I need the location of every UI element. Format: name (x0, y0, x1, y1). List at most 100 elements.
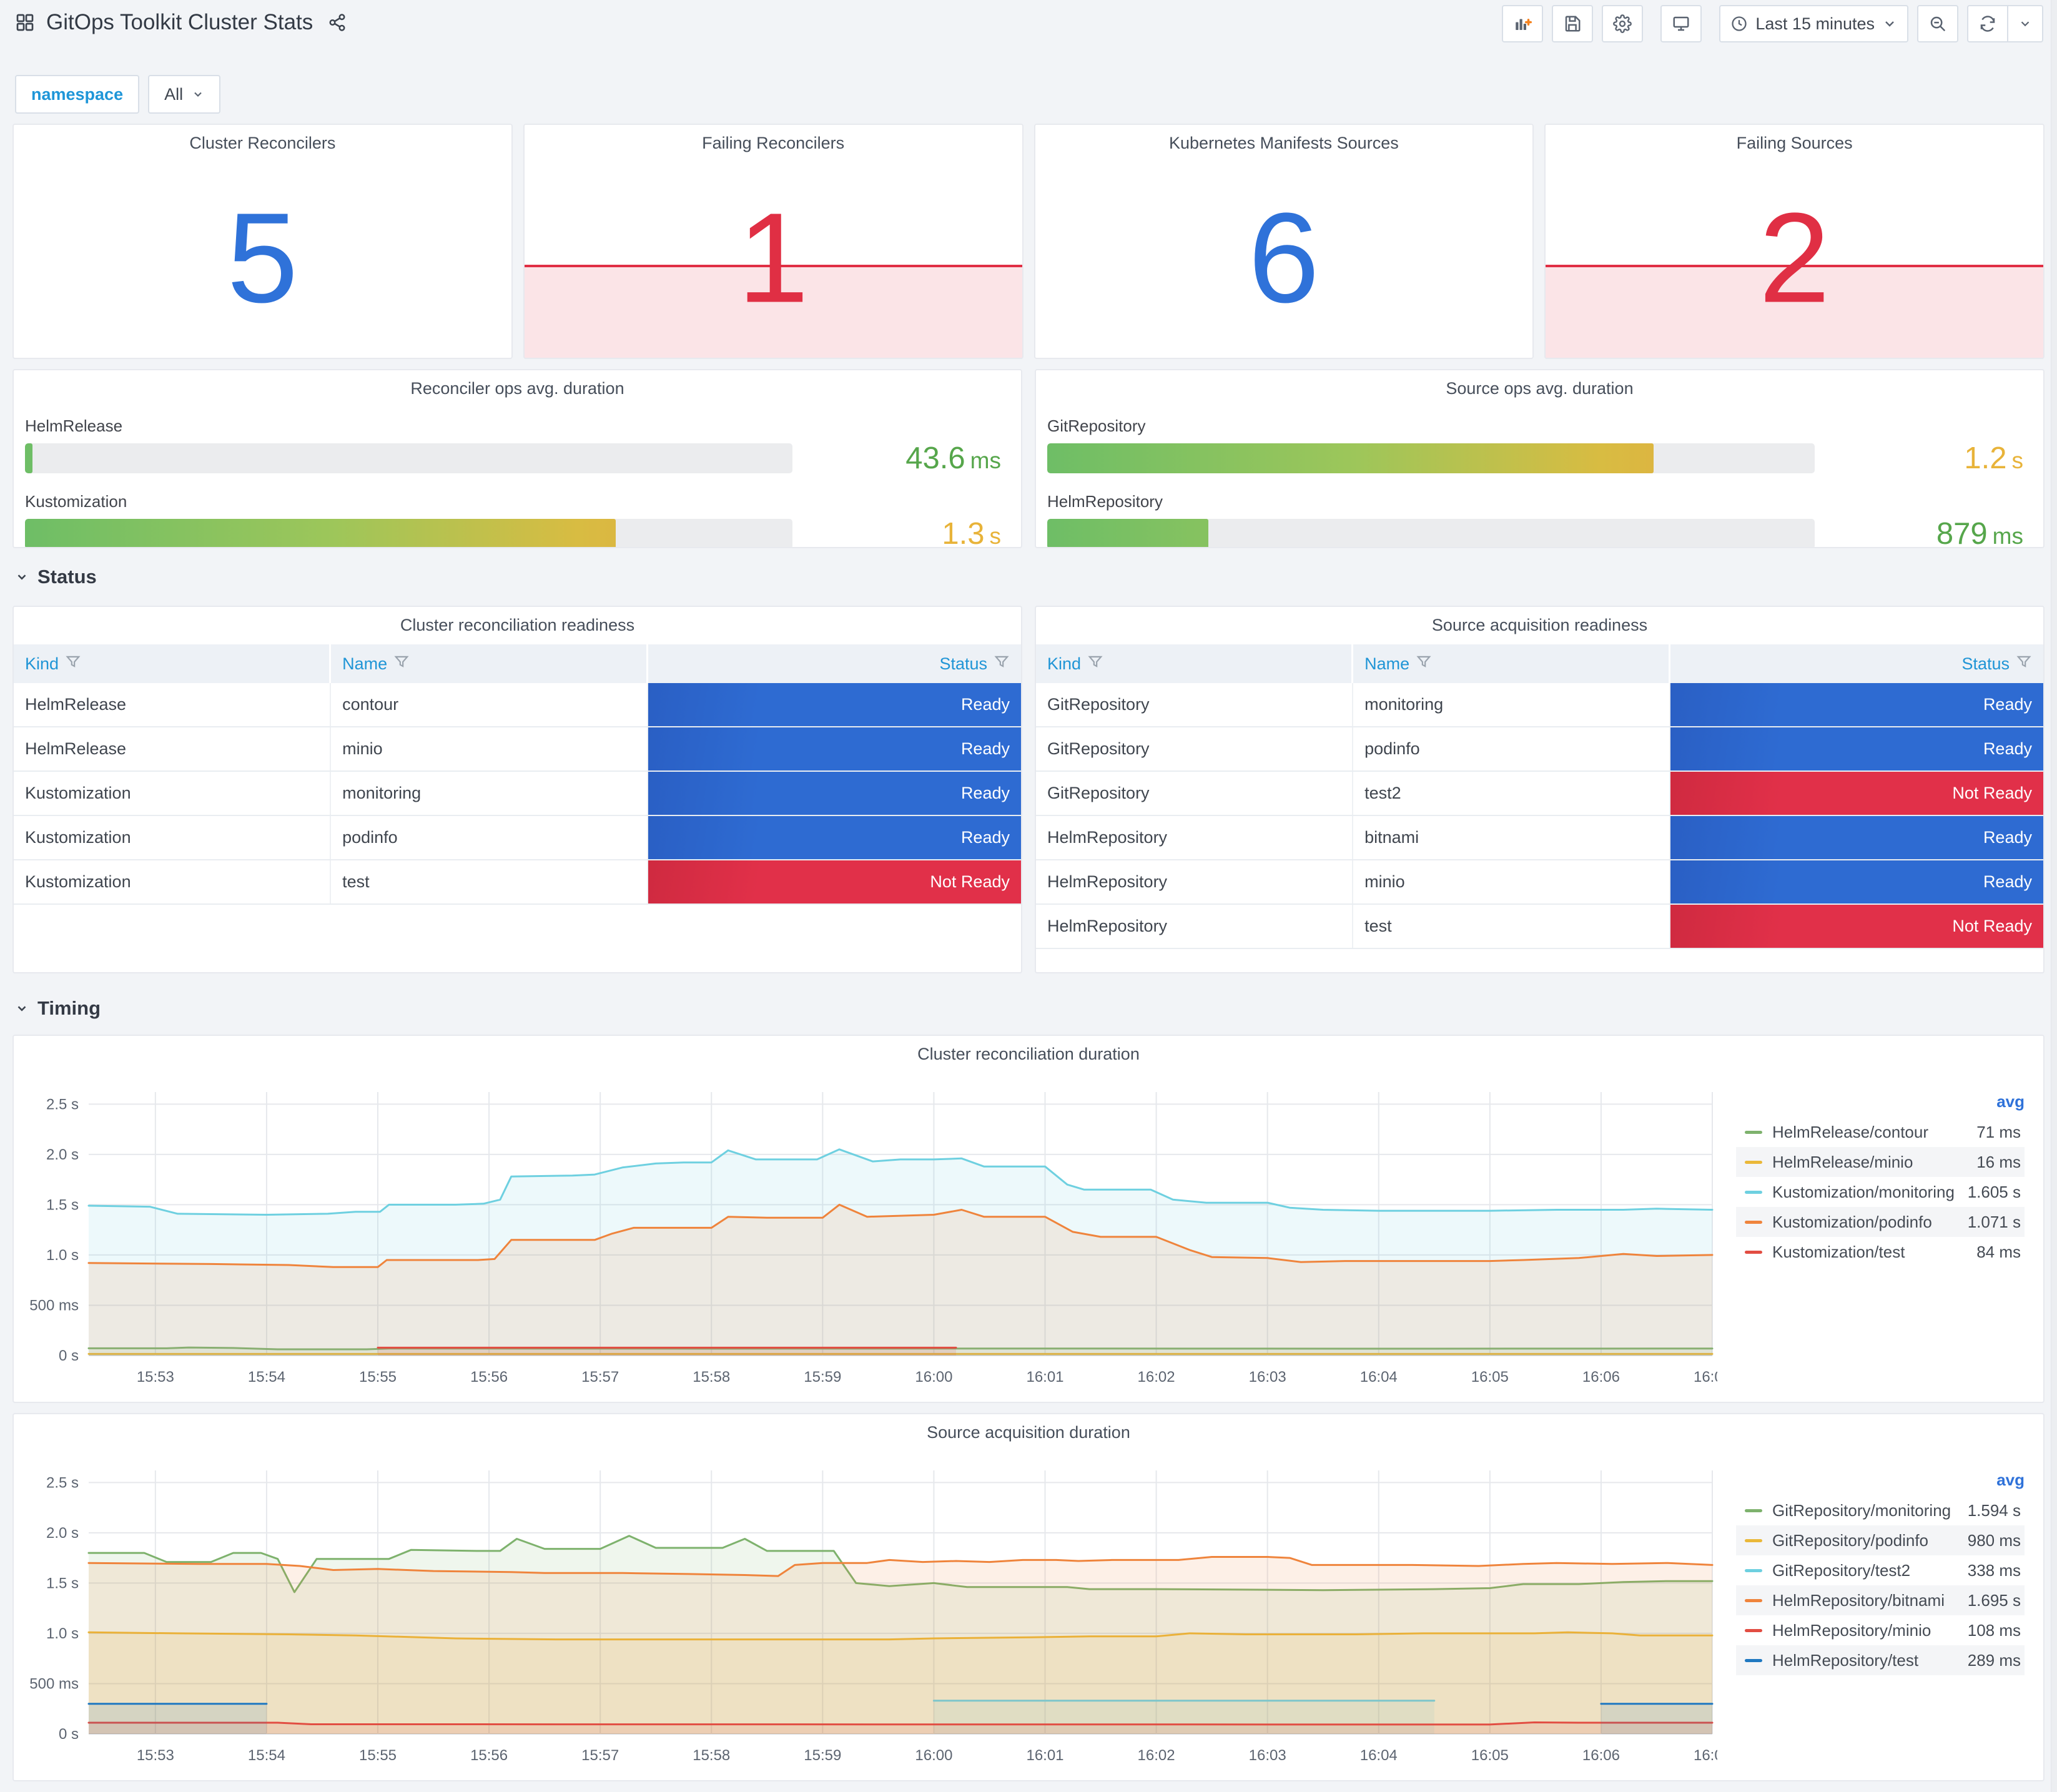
cycle-view-button[interactable] (1660, 5, 1702, 42)
refresh-button[interactable] (1968, 6, 2007, 41)
panel-title[interactable]: Cluster Reconcilers (189, 134, 336, 152)
gauge-label: HelmRepository (1047, 492, 1163, 511)
cell-name: contour (331, 683, 649, 726)
filter-funnel-icon[interactable] (393, 654, 410, 674)
zoom-out-button[interactable] (1917, 5, 1958, 42)
filter-funnel-icon[interactable] (1416, 654, 1432, 674)
time-series-plot[interactable]: 0 s 500 ms 1.0 s 1.5 s 2.0 s 2.5 s 15:53 15:54 1… (19, 1449, 1717, 1773)
legend-swatch-icon (1745, 1250, 1762, 1254)
cell-kind: HelmRelease (14, 683, 332, 726)
cell-status: Ready (648, 727, 1021, 770)
legend-swatch-icon (1745, 1220, 1762, 1224)
svg-text:2.5 s: 2.5 s (46, 1096, 79, 1113)
panel-title[interactable]: Reconciler ops avg. duration (410, 379, 624, 398)
add-panel-button[interactable] (1502, 5, 1544, 42)
cell-kind: Kustomization (14, 816, 332, 859)
legend-series-name: Kustomization/podinfo (1772, 1212, 1932, 1231)
dashboard-header: GitOps Toolkit Cluster Stats (0, 0, 2057, 44)
legend-avg-value: 980 ms (1967, 1530, 2021, 1550)
time-series-plot[interactable]: 0 s 500 ms 1.0 s 1.5 s 2.0 s 2.5 s 15:53 15:54 1… (19, 1071, 1717, 1394)
svg-text:0 s: 0 s (59, 1726, 79, 1743)
clock-icon (1730, 15, 1748, 32)
share-icon[interactable] (328, 13, 347, 32)
dashboard-toolbar: Last 15 minutes (1502, 5, 2043, 42)
filter-funnel-icon[interactable] (1087, 654, 1103, 674)
dashboard-settings-button[interactable] (1602, 5, 1644, 42)
namespace-variable-value[interactable]: All (148, 75, 221, 114)
column-header-status[interactable]: Status (648, 644, 1021, 683)
legend-avg-value: 338 ms (1967, 1560, 2021, 1580)
panel-title[interactable]: Kubernetes Manifests Sources (1169, 134, 1399, 152)
refresh-interval-button[interactable] (2007, 6, 2042, 41)
legend-avg-value: 1.071 s (1967, 1212, 2021, 1231)
panel-title[interactable]: Failing Sources (1736, 134, 1853, 152)
table-row: GitRepository monitoring Ready (1036, 683, 2043, 727)
filter-funnel-icon[interactable] (994, 654, 1010, 674)
cell-name: monitoring (1353, 683, 1671, 726)
legend-item[interactable]: HelmRelease/minio 16 ms (1736, 1147, 2025, 1177)
column-header-kind[interactable]: Kind (14, 644, 332, 683)
svg-text:16:00: 16:00 (915, 1369, 952, 1386)
cell-status: Not Ready (648, 860, 1021, 903)
gauge-track (1047, 443, 1815, 473)
svg-text:16:02: 16:02 (1138, 1747, 1175, 1764)
panel-title[interactable]: Source acquisition duration (927, 1423, 1130, 1442)
legend-avg-header[interactable]: avg (1996, 1470, 2025, 1489)
save-dashboard-button[interactable] (1552, 5, 1594, 42)
panel-title[interactable]: Source ops avg. duration (1446, 379, 1634, 398)
panel-title[interactable]: Cluster reconciliation duration (917, 1045, 1140, 1063)
legend-item[interactable]: Kustomization/monitoring 1.605 s (1736, 1177, 2025, 1207)
legend-avg-value: 71 ms (1976, 1122, 2021, 1141)
legend-avg-header[interactable]: avg (1996, 1092, 2025, 1111)
filter-funnel-icon[interactable] (65, 654, 81, 674)
svg-text:15:55: 15:55 (359, 1369, 397, 1386)
panel-title[interactable]: Failing Reconcilers (702, 134, 845, 152)
section-status[interactable]: Status (15, 563, 2057, 591)
panel-title[interactable]: Cluster reconciliation readiness (400, 616, 635, 634)
table-row: HelmRepository bitnami Ready (1036, 816, 2043, 860)
legend-item[interactable]: GitRepository/podinfo 980 ms (1736, 1525, 2025, 1555)
cell-kind: GitRepository (1036, 683, 1354, 726)
column-header-kind[interactable]: Kind (1036, 644, 1354, 683)
legend-item[interactable]: Kustomization/test 84 ms (1736, 1237, 2025, 1267)
svg-text:500 ms: 500 ms (29, 1297, 79, 1314)
chevron-down-icon (1882, 16, 1897, 31)
cell-status: Ready (648, 683, 1021, 726)
stat-panel: Kubernetes Manifests Sources 6 (1033, 124, 1534, 359)
template-variables-row: namespace All (15, 75, 2057, 114)
chart-legend: avg HelmRelease/contour 71 ms HelmRelease/m… (1717, 1071, 2036, 1394)
svg-text:2.5 s: 2.5 s (46, 1474, 79, 1491)
scrollbar[interactable] (2051, 0, 2057, 1792)
svg-text:2.0 s: 2.0 s (46, 1525, 79, 1542)
svg-text:16:06: 16:06 (1582, 1369, 1620, 1386)
legend-item[interactable]: HelmRelease/contour 71 ms (1736, 1117, 2025, 1147)
svg-text:15:53: 15:53 (137, 1747, 174, 1764)
cell-name: podinfo (1353, 727, 1671, 770)
legend-item[interactable]: Kustomization/podinfo 1.071 s (1736, 1207, 2025, 1237)
column-header-name[interactable]: Name (1353, 644, 1671, 683)
svg-text:15:58: 15:58 (693, 1369, 730, 1386)
stat-panel: Failing Sources 2 (1544, 124, 2045, 359)
gauge-fill (25, 443, 33, 473)
panel-title[interactable]: Source acquisition readiness (1431, 616, 1648, 634)
time-range-picker[interactable]: Last 15 minutes (1719, 5, 1908, 42)
table-row: HelmRelease minio Ready (14, 727, 1021, 772)
legend-item[interactable]: HelmRepository/bitnami 1.695 s (1736, 1585, 2025, 1615)
table-row: HelmRepository minio Ready (1036, 860, 2043, 905)
gauge-label: GitRepository (1047, 416, 1146, 435)
section-timing-label: Timing (37, 997, 101, 1019)
gauge-track (1047, 519, 1815, 547)
gauge-fill (1047, 443, 1654, 473)
legend-series-name: HelmRelease/minio (1772, 1152, 1913, 1171)
column-header-status[interactable]: Status (1670, 644, 2043, 683)
column-header-name[interactable]: Name (331, 644, 649, 683)
section-timing[interactable]: Timing (15, 995, 2057, 1022)
apps-grid-icon[interactable] (15, 12, 35, 32)
svg-text:500 ms: 500 ms (29, 1675, 79, 1692)
filter-funnel-icon[interactable] (2016, 654, 2032, 674)
svg-text:16:04: 16:04 (1360, 1747, 1398, 1764)
legend-item[interactable]: GitRepository/monitoring 1.594 s (1736, 1495, 2025, 1525)
legend-item[interactable]: HelmRepository/test 289 ms (1736, 1645, 2025, 1675)
legend-item[interactable]: GitRepository/test2 338 ms (1736, 1555, 2025, 1585)
legend-item[interactable]: HelmRepository/minio 108 ms (1736, 1615, 2025, 1645)
